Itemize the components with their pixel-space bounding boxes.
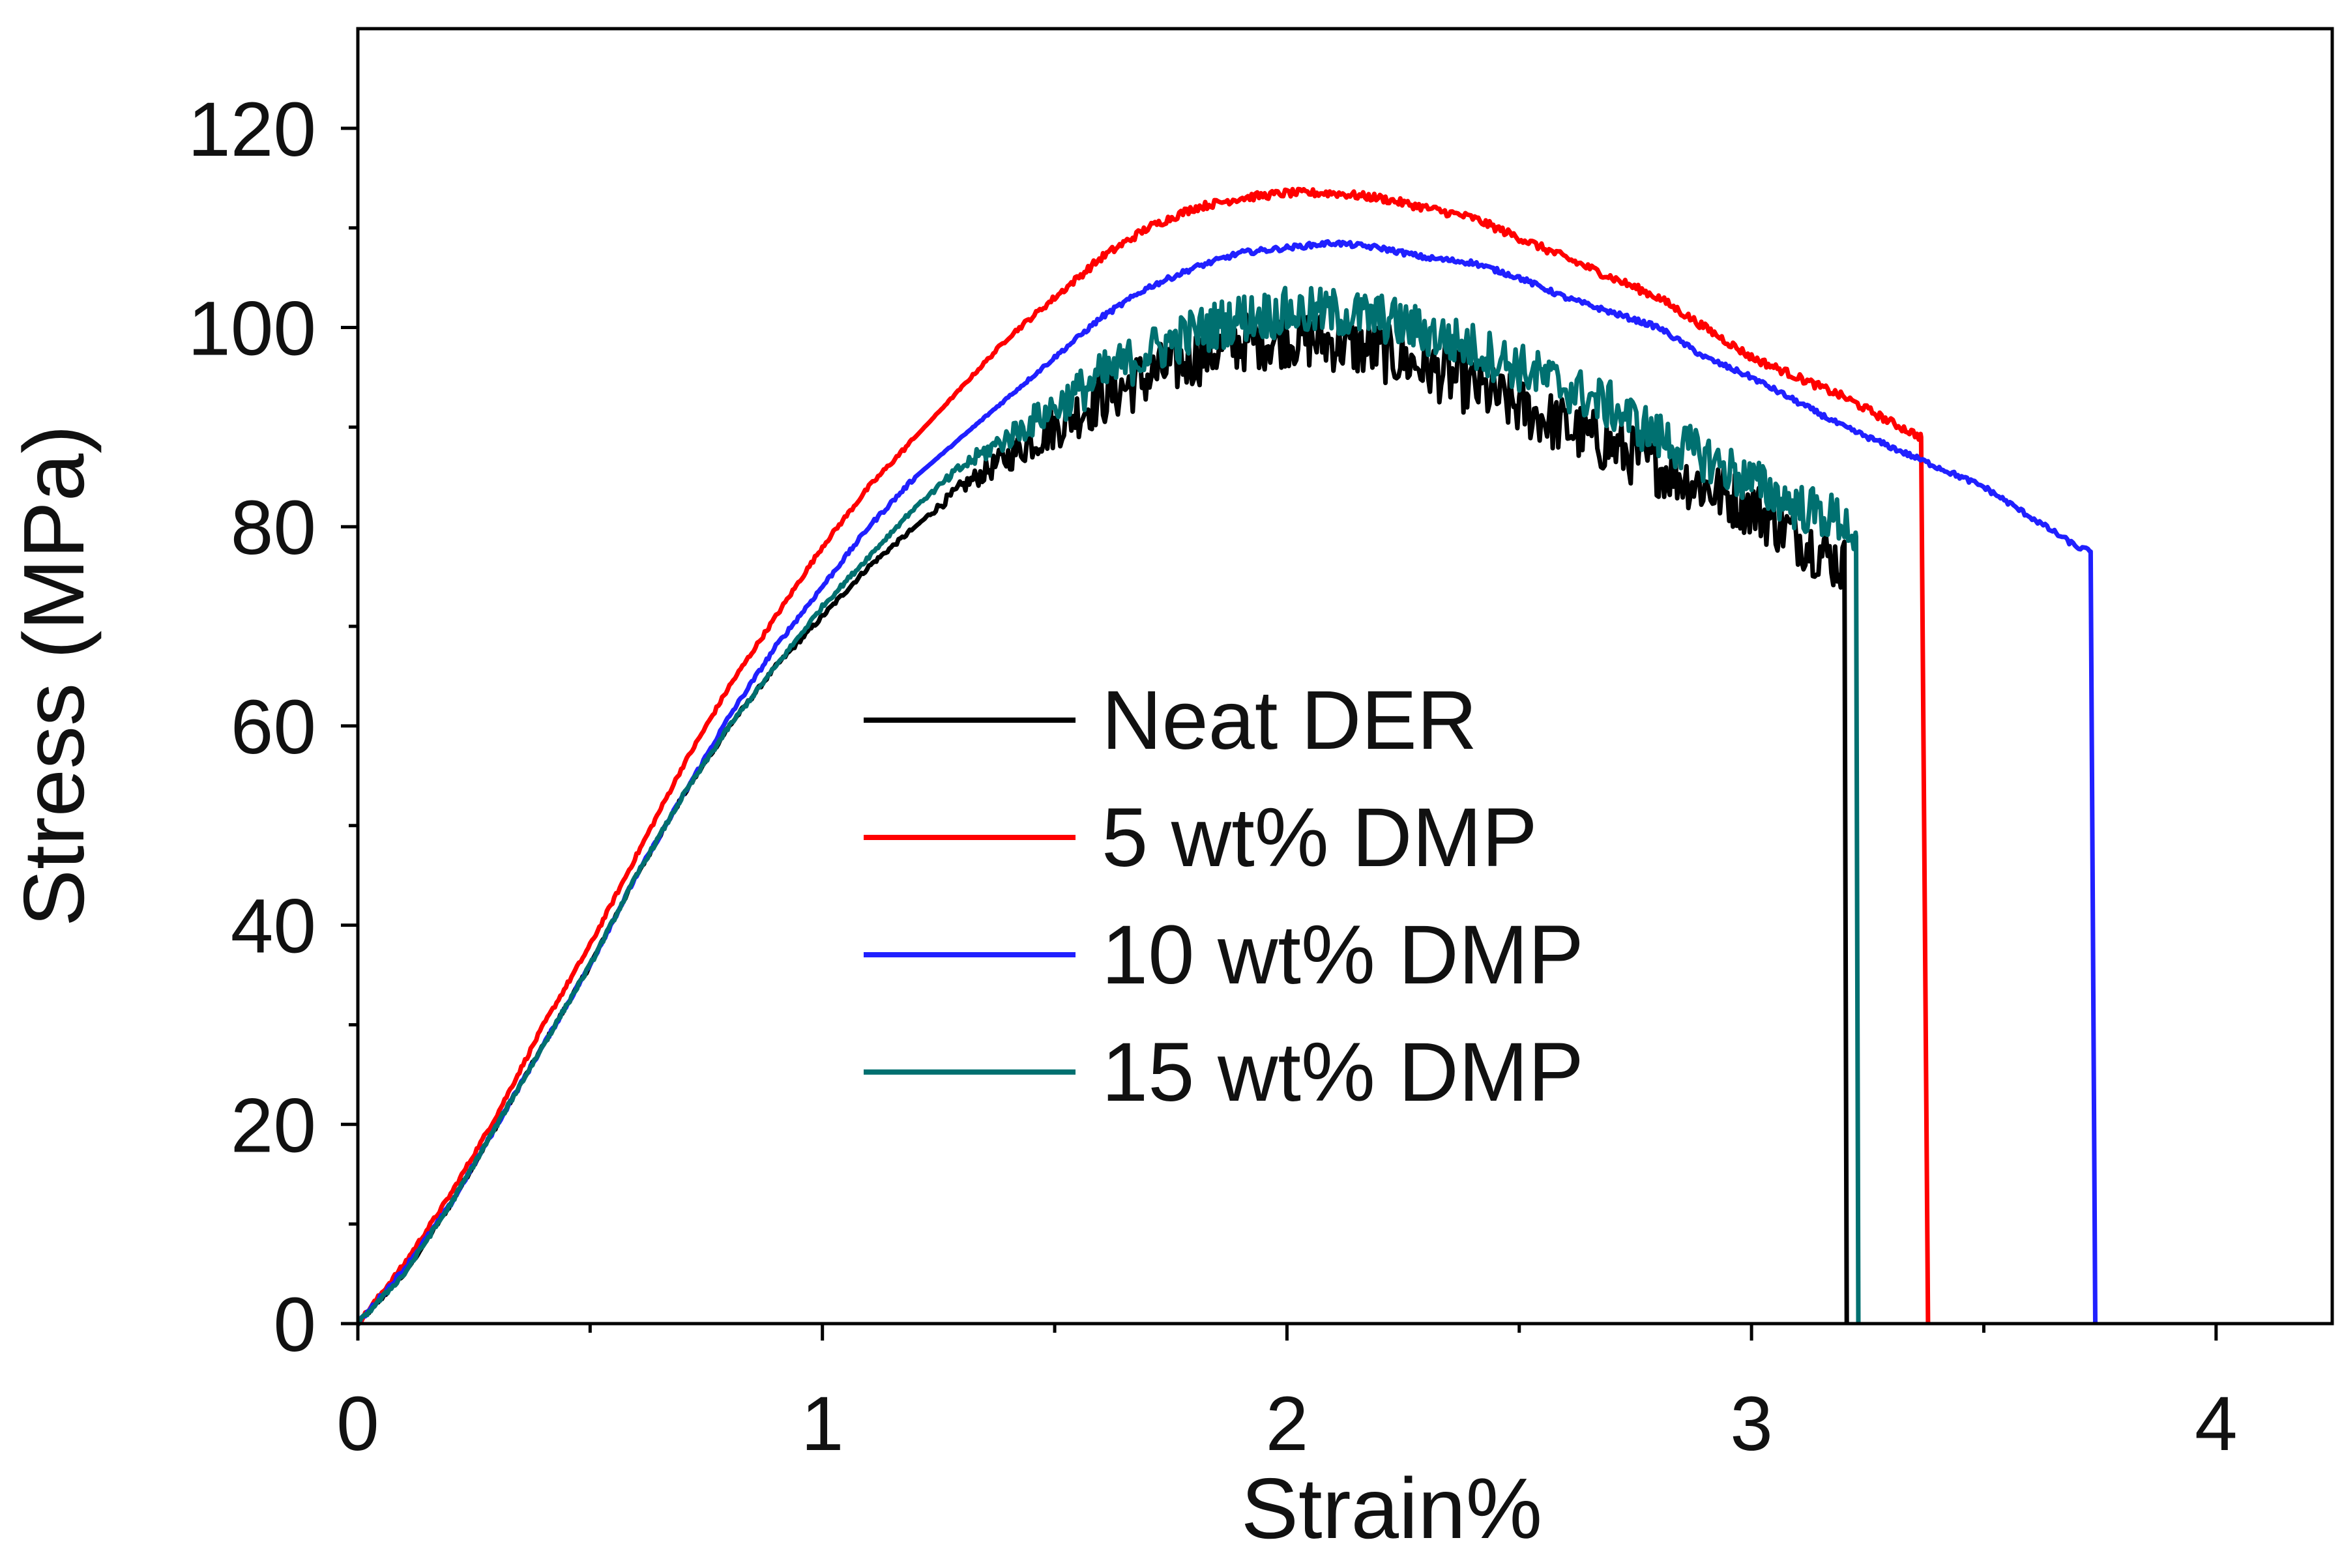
y-tick-label: 20 (231, 1082, 316, 1169)
x-tick-label: 0 (336, 1381, 379, 1467)
series-line-1 (356, 186, 1931, 1327)
x-axis-title: Strain% (1241, 1460, 1542, 1556)
x-tick-label: 1 (801, 1381, 844, 1467)
legend-item: Neat DER (864, 674, 1477, 767)
series-line-2 (356, 239, 2098, 1326)
y-tick-label: 60 (231, 684, 316, 770)
y-tick-label: 0 (273, 1282, 316, 1368)
axis-labels-layer: Strain% Stress (MPa) (6, 425, 1542, 1556)
y-tick-label: 80 (231, 485, 316, 571)
series-line-3 (355, 285, 1861, 1326)
y-tick-label: 40 (231, 884, 316, 970)
legend-label: 15 wt% DMP (1102, 1026, 1584, 1119)
series-lines-layer (355, 186, 2098, 1327)
legend-item: 15 wt% DMP (864, 1026, 1584, 1119)
legend-label: Neat DER (1102, 674, 1477, 767)
legend-label: 10 wt% DMP (1102, 908, 1584, 1002)
x-tick-label: 2 (1266, 1381, 1309, 1467)
plot-area-frame (356, 27, 2334, 1326)
legend-item: 10 wt% DMP (864, 908, 1584, 1002)
x-tick-label: 3 (1730, 1381, 1773, 1467)
y-axis-title: Stress (MPa) (6, 425, 102, 927)
legend-label: 5 wt% DMP (1102, 791, 1538, 884)
legend: Neat DER 5 wt% DMP 10 wt% DMP 15 wt% DMP (864, 674, 1584, 1119)
x-tick-label: 4 (2195, 1381, 2238, 1467)
y-tick-label: 120 (188, 87, 316, 173)
legend-item: 5 wt% DMP (864, 791, 1538, 884)
y-tick-label: 100 (188, 286, 316, 372)
